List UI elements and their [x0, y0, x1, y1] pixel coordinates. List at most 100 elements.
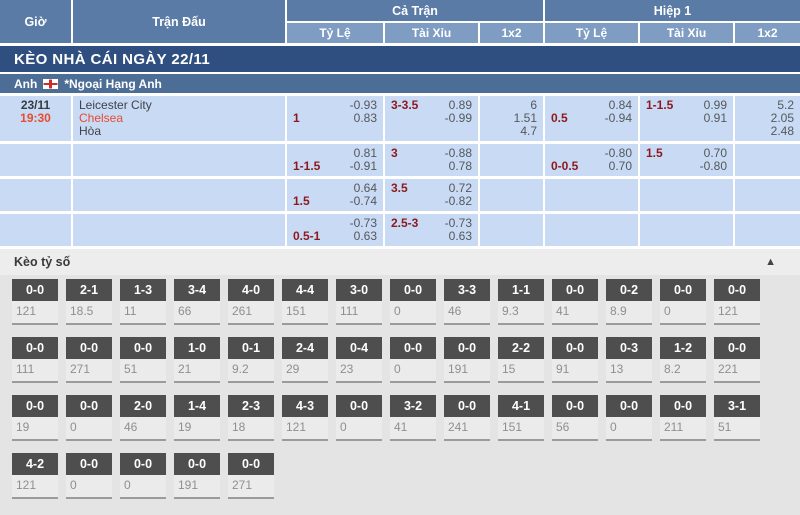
score-box[interactable]: 0-0 0 — [120, 453, 166, 499]
score-box[interactable]: 0-0 111 — [12, 337, 58, 383]
odds-cell-ft-handicap[interactable]: -0.73 0.5-1 0.63 — [287, 214, 383, 246]
score-box[interactable]: 4-2 121 — [12, 453, 58, 499]
odds-value: 0.64 — [353, 181, 377, 195]
score-box-score: 3-4 — [174, 279, 220, 301]
score-box[interactable]: 0-0 271 — [66, 337, 112, 383]
odds-cell-ft-handicap[interactable]: 0.81 1-1.5 -0.91 — [287, 144, 383, 176]
score-box-score: 0-0 — [606, 395, 652, 417]
score-box-score: 0-4 — [336, 337, 382, 359]
score-box[interactable]: 2-0 46 — [120, 395, 166, 441]
score-box[interactable]: 4-3 121 — [282, 395, 328, 441]
score-box[interactable]: 1-1 9.3 — [498, 279, 544, 325]
score-box[interactable]: 0-0 0 — [606, 395, 652, 441]
odds-value: 0.63 — [448, 229, 472, 243]
score-box[interactable]: 3-4 66 — [174, 279, 220, 325]
league-bar: Anh *Ngoại Hạng Anh — [0, 74, 800, 93]
odds-cell-ft-handicap[interactable]: 0.64 1.5 -0.74 — [287, 179, 383, 211]
score-box-odds: 21 — [174, 359, 220, 383]
collapse-arrow-icon[interactable]: ▲ — [765, 256, 776, 268]
odds-cell-h1-overunder[interactable]: 1-1.5 0.99 0.91 — [640, 96, 733, 141]
odds-line: 0.5-1 0.63 — [293, 230, 377, 243]
overunder-point: 1-1.5 — [646, 98, 674, 112]
score-box[interactable]: 0-2 8.9 — [606, 279, 652, 325]
correct-score-strip: Kèo tỷ số ▲ — [0, 249, 800, 275]
score-box[interactable]: 0-0 0 — [66, 395, 112, 441]
score-box[interactable]: 0-1 9.2 — [228, 337, 274, 383]
score-box[interactable]: 0-4 23 — [336, 337, 382, 383]
score-box[interactable]: 0-0 121 — [12, 279, 58, 325]
score-box[interactable]: 0-0 19 — [12, 395, 58, 441]
match-cell — [73, 214, 285, 246]
score-box[interactable]: 0-0 0 — [390, 279, 436, 325]
score-box-score: 0-0 — [552, 337, 598, 359]
score-box[interactable]: 4-4 151 — [282, 279, 328, 325]
odds-cell-ft-overunder[interactable]: 3.5 0.72 -0.82 — [385, 179, 478, 211]
score-box[interactable]: 2-4 29 — [282, 337, 328, 383]
score-box[interactable]: 0-0 191 — [174, 453, 220, 499]
score-box[interactable]: 0-0 121 — [714, 279, 760, 325]
score-box[interactable]: 4-1 151 — [498, 395, 544, 441]
score-box[interactable]: 0-0 221 — [714, 337, 760, 383]
score-box-score: 0-1 — [228, 337, 274, 359]
score-box[interactable]: 0-0 241 — [444, 395, 490, 441]
odds-line: -0.99 — [391, 112, 472, 125]
overunder-point: 1.5 — [646, 146, 663, 160]
score-box[interactable]: 0-0 91 — [552, 337, 598, 383]
score-box-odds: 261 — [228, 301, 274, 325]
score-box[interactable]: 0-0 211 — [660, 395, 706, 441]
score-box-odds: 221 — [714, 359, 760, 383]
score-box[interactable]: 0-0 191 — [444, 337, 490, 383]
score-box-odds: 41 — [390, 417, 436, 441]
score-box[interactable]: 4-0 261 — [228, 279, 274, 325]
score-box-score: 3-0 — [336, 279, 382, 301]
odds-value: 4.7 — [520, 124, 537, 138]
odds-cell-ft-1x2[interactable]: 6 1.51 4.7 — [480, 96, 543, 141]
score-box[interactable]: 3-0 111 — [336, 279, 382, 325]
score-box[interactable]: 3-1 51 — [714, 395, 760, 441]
odds-cell-ft-overunder[interactable]: 2.5-3 -0.73 0.63 — [385, 214, 478, 246]
score-box[interactable]: 0-0 51 — [120, 337, 166, 383]
score-box-odds: 0 — [606, 417, 652, 441]
score-box[interactable]: 2-3 18 — [228, 395, 274, 441]
odds-cell-h1-handicap[interactable]: -0.80 0-0.5 0.70 — [545, 144, 638, 176]
odds-cell-ft-handicap[interactable]: -0.93 1 0.83 — [287, 96, 383, 141]
score-box[interactable]: 1-0 21 — [174, 337, 220, 383]
header-col-match: Trận Đấu — [73, 0, 285, 43]
odds-cell-h1-1x2[interactable]: 5.2 2.05 2.48 — [735, 96, 800, 141]
score-box[interactable]: 1-3 11 — [120, 279, 166, 325]
score-box-odds: 11 — [120, 301, 166, 325]
match-cell[interactable]: Leicester City Chelsea Hòa — [73, 96, 285, 141]
odds-value: 5.2 — [777, 98, 794, 112]
score-box[interactable]: 1-4 19 — [174, 395, 220, 441]
score-box[interactable]: 0-0 271 — [228, 453, 274, 499]
score-box-odds: 13 — [606, 359, 652, 383]
score-box[interactable]: 1-2 8.2 — [660, 337, 706, 383]
score-box[interactable]: 0-0 0 — [660, 279, 706, 325]
score-box-score: 1-3 — [120, 279, 166, 301]
odds-line: 1-1.5 -0.91 — [293, 160, 377, 173]
score-box[interactable]: 0-3 13 — [606, 337, 652, 383]
odds-value: -0.74 — [349, 194, 377, 208]
odds-cell-h1-handicap[interactable]: 0.84 0.5 -0.94 — [545, 96, 638, 141]
score-box[interactable]: 0-0 41 — [552, 279, 598, 325]
odds-cell-ft-overunder[interactable]: 3 -0.88 0.78 — [385, 144, 478, 176]
score-box[interactable]: 0-0 0 — [66, 453, 112, 499]
score-box-odds: 111 — [12, 359, 58, 383]
score-box-score: 0-0 — [660, 395, 706, 417]
score-box[interactable]: 2-1 18.5 — [66, 279, 112, 325]
score-box-odds: 241 — [444, 417, 490, 441]
score-box-odds: 0 — [336, 417, 382, 441]
score-box[interactable]: 0-0 0 — [390, 337, 436, 383]
odds-cell-ft-overunder[interactable]: 3-3.5 0.89 -0.99 — [385, 96, 478, 141]
odds-cell-h1-overunder[interactable]: 1.5 0.70 -0.80 — [640, 144, 733, 176]
score-box[interactable]: 0-0 0 — [336, 395, 382, 441]
score-box-score: 2-0 — [120, 395, 166, 417]
score-box[interactable]: 2-2 15 — [498, 337, 544, 383]
score-box[interactable]: 3-3 46 — [444, 279, 490, 325]
score-box[interactable]: 0-0 56 — [552, 395, 598, 441]
odds-cell-ft-1x2 — [480, 214, 543, 246]
score-box[interactable]: 3-2 41 — [390, 395, 436, 441]
odds-cell-h1-1x2 — [735, 179, 800, 211]
score-box-score: 0-0 — [444, 337, 490, 359]
